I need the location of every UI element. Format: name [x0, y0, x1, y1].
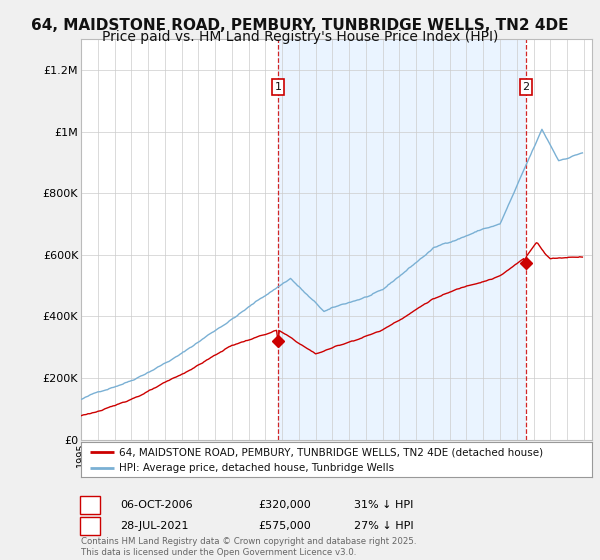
Text: 1: 1 — [274, 82, 281, 92]
Text: HPI: Average price, detached house, Tunbridge Wells: HPI: Average price, detached house, Tunb… — [119, 464, 394, 473]
Text: 64, MAIDSTONE ROAD, PEMBURY, TUNBRIDGE WELLS, TN2 4DE: 64, MAIDSTONE ROAD, PEMBURY, TUNBRIDGE W… — [31, 18, 569, 33]
Text: Price paid vs. HM Land Registry's House Price Index (HPI): Price paid vs. HM Land Registry's House … — [102, 30, 498, 44]
Text: 1: 1 — [86, 500, 94, 510]
Text: £320,000: £320,000 — [258, 500, 311, 510]
Text: 27% ↓ HPI: 27% ↓ HPI — [354, 521, 413, 531]
Text: 2: 2 — [523, 82, 530, 92]
Text: 06-OCT-2006: 06-OCT-2006 — [120, 500, 193, 510]
Text: 64, MAIDSTONE ROAD, PEMBURY, TUNBRIDGE WELLS, TN2 4DE (detached house): 64, MAIDSTONE ROAD, PEMBURY, TUNBRIDGE W… — [119, 447, 544, 457]
Text: £575,000: £575,000 — [258, 521, 311, 531]
Text: 28-JUL-2021: 28-JUL-2021 — [120, 521, 188, 531]
Text: Contains HM Land Registry data © Crown copyright and database right 2025.
This d: Contains HM Land Registry data © Crown c… — [81, 537, 416, 557]
Text: 2: 2 — [86, 521, 94, 531]
Text: 31% ↓ HPI: 31% ↓ HPI — [354, 500, 413, 510]
Bar — [278, 39, 526, 440]
